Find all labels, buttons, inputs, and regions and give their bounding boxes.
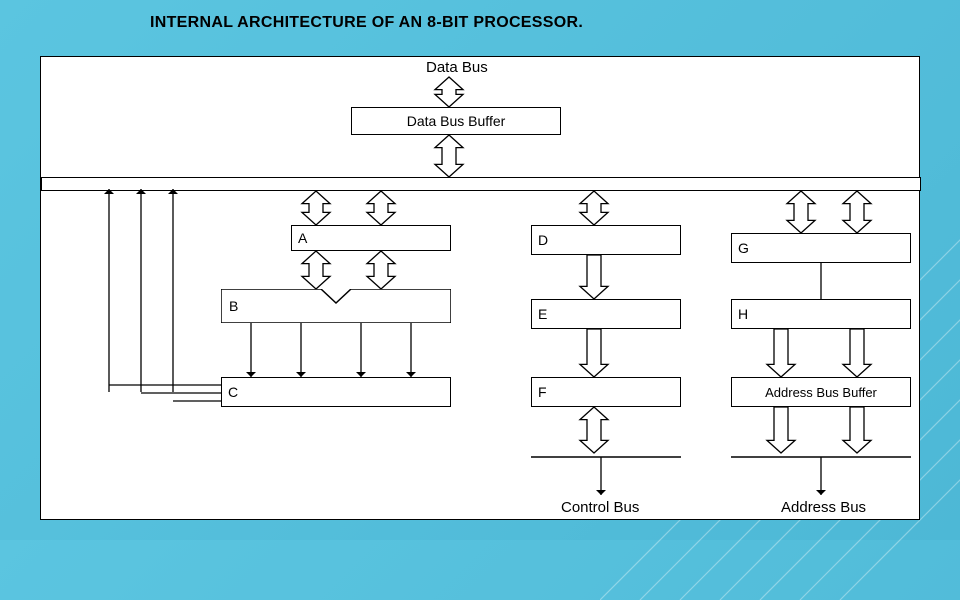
label-address-bus: Address Bus <box>781 499 866 516</box>
internal-bus <box>41 177 921 191</box>
slide-title: INTERNAL ARCHITECTURE OF AN 8-BIT PROCES… <box>150 14 583 32</box>
box-c: C <box>221 377 451 407</box>
box-a: A <box>291 225 451 251</box>
label-data-bus: Data Bus <box>426 59 488 76</box>
box-data-bus-buffer: Data Bus Buffer <box>351 107 561 135</box>
box-b: B <box>221 289 451 323</box>
box-g: G <box>731 233 911 263</box>
box-d: D <box>531 225 681 255</box>
box-e: E <box>531 299 681 329</box>
box-b-label: B <box>229 298 238 314</box>
diagram-canvas: Data Bus Control Bus Address Bus Data Bu… <box>40 56 920 520</box>
box-addr-bus-buffer: Address Bus Buffer <box>731 377 911 407</box>
label-control-bus: Control Bus <box>561 499 639 516</box>
box-f: F <box>531 377 681 407</box>
box-h: H <box>731 299 911 329</box>
